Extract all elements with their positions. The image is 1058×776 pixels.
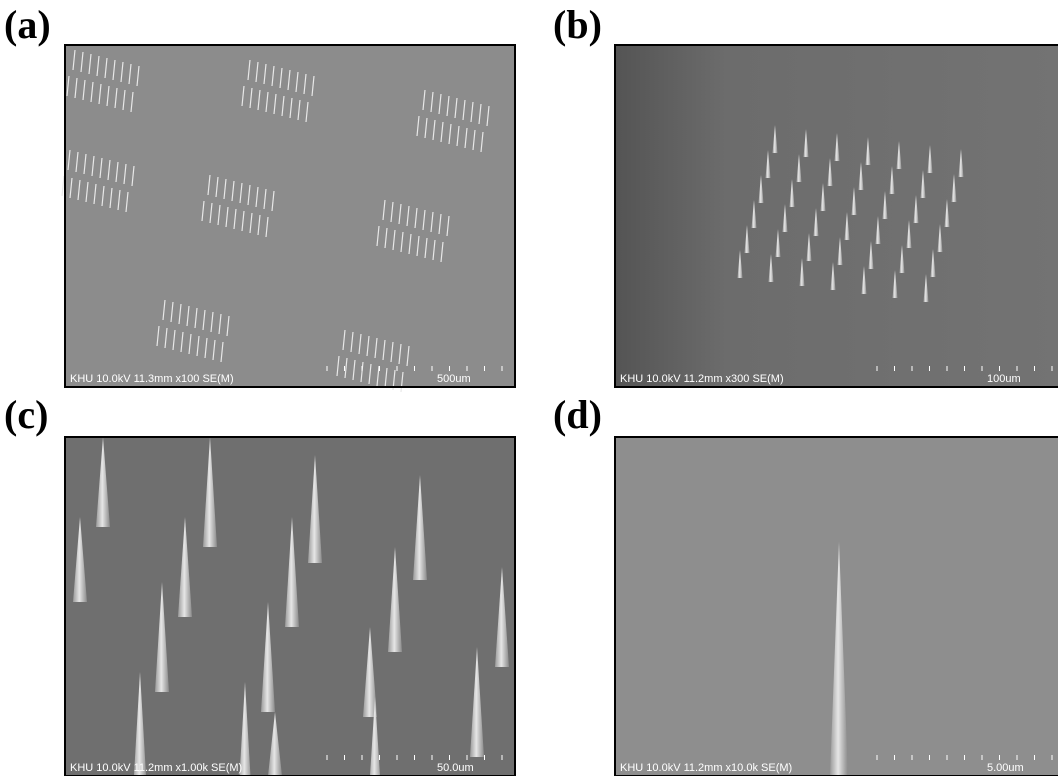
sem-image: KHU 10.0kV 11.2mm x10.0k SE(M) 5.00um [615,437,1058,776]
image-info: KHU 10.0kV 11.2mm x1.00k SE(M) [70,762,242,774]
scale-label: 100um [987,373,1021,385]
panel-label: (c) [4,392,48,437]
scale-label: 5.00um [987,762,1024,774]
panel-label: (b) [553,2,602,47]
image-info: KHU 10.0kV 11.2mm x10.0k SE(M) [620,762,792,774]
needle [62,176,64,196]
image-info: KHU 10.0kV 11.2mm x300 SE(M) [620,373,784,385]
panel-label: (a) [4,2,51,47]
sem-image: KHU 10.0kV 11.2mm x300 SE(M) 100um [615,45,1058,387]
scale-label: 50.0um [437,762,474,774]
image-background [615,45,1058,387]
scale-label: 500um [437,373,471,385]
image-info: KHU 10.0kV 11.3mm x100 SE(M) [70,373,234,385]
figure: (a) KHU 10.0kV 11.3mm x100 SE(M) 500um (b) K… [0,0,1058,776]
sem-image: KHU 10.0kV 11.2mm x1.00k SE(M) 50.0um [65,437,515,776]
sem-image: KHU 10.0kV 11.3mm x100 SE(M) 500um [62,45,515,392]
page: (a) KHU 10.0kV 11.3mm x100 SE(M) 500um (b) K… [0,0,1058,776]
panel-label: (d) [553,392,602,437]
